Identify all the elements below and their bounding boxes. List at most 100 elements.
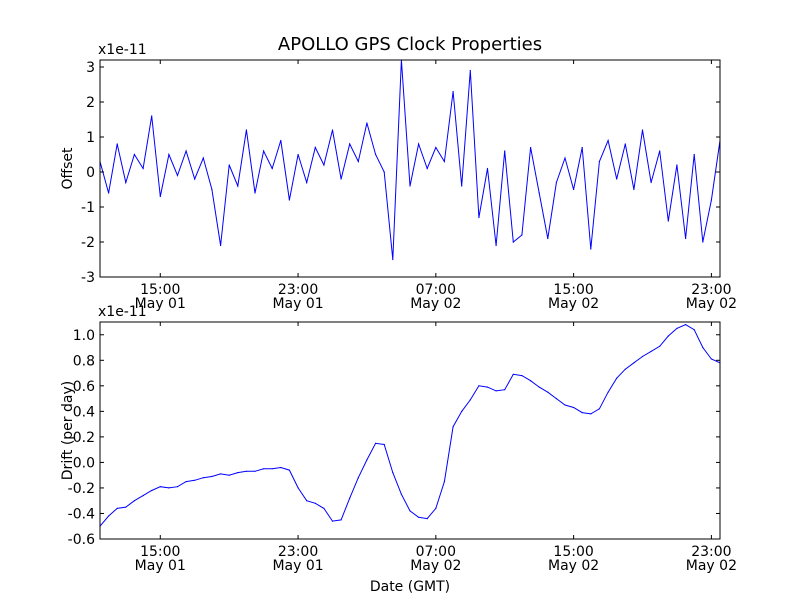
drift-data-point (461, 410, 463, 412)
offset-data-point (297, 153, 299, 156)
offset-xtick-label: 23:00 (691, 282, 731, 298)
drift-data-point (340, 519, 342, 521)
offset-data-point (607, 139, 609, 142)
drift-data-point (176, 486, 179, 488)
drift-xtick-label: 07:00 (416, 544, 456, 560)
drift-data-point (108, 515, 110, 517)
offset-data-point (331, 129, 334, 131)
drift-data-point (607, 391, 609, 393)
offset-data-point (555, 181, 558, 184)
drift-ylabel: Drift (per day) (60, 381, 76, 480)
drift-data-point (702, 346, 704, 349)
offset-data-point (340, 178, 342, 180)
offset-data-point (168, 153, 170, 156)
drift-data-point (538, 386, 540, 388)
drift-data-point (530, 380, 532, 382)
drift-data-point (590, 413, 592, 415)
offset-data-point (323, 164, 325, 166)
offset-data-point (263, 150, 265, 152)
offset-data-point (228, 164, 230, 166)
drift-data-point (280, 466, 282, 469)
drift-xtick-date-label: May 02 (548, 558, 599, 574)
offset-xtick-date-label: May 02 (410, 296, 461, 312)
drift-data-point (133, 500, 135, 502)
drift-xtick-date-label: May 01 (135, 558, 186, 574)
offset-data-point (521, 234, 523, 236)
offset-xtick-label: 07:00 (416, 282, 456, 298)
drift-data-point (426, 518, 428, 520)
offset-data-point (486, 167, 489, 170)
drift-data-point (349, 497, 351, 499)
drift-xtick-date-label: May 02 (686, 558, 737, 574)
drift-data-point (555, 398, 558, 400)
drift-data-point (357, 477, 359, 479)
drift-data-point (616, 377, 618, 379)
figure-title: APOLLO GPS Clock Properties (278, 34, 542, 55)
drift-data-point (237, 472, 239, 474)
offset-data-point (616, 178, 618, 180)
offset-data-point (194, 178, 196, 180)
drift-data-point (254, 470, 256, 472)
offset-data-point (151, 115, 153, 117)
offset-data-point (237, 185, 239, 187)
drift-ytick-label: 0.8 (73, 353, 95, 369)
offset-data-point (641, 129, 644, 131)
drift-ytick-label: 0.2 (73, 430, 95, 446)
drift-data-point (228, 474, 230, 476)
drift-data-point (504, 389, 506, 391)
offset-data-point (314, 146, 316, 149)
offset-data-point (538, 192, 540, 194)
drift-data-point (151, 489, 153, 492)
offset-data-point (418, 143, 420, 145)
drift-data-point (486, 386, 489, 388)
drift-data-point (452, 426, 454, 428)
drift-ytick-label: 1.0 (73, 328, 95, 344)
drift-data-point (641, 355, 644, 358)
offset-data-point (375, 153, 377, 156)
drift-data-point (676, 327, 678, 329)
offset-data-point (443, 160, 445, 163)
offset-data-point (650, 181, 652, 184)
drift-data-point (521, 375, 523, 377)
offset-data-point (116, 143, 118, 145)
offset-data-point (469, 69, 471, 72)
offset-data-point (478, 216, 480, 219)
drift-xtick-label: 15:00 (140, 544, 180, 560)
offset-data-point (108, 192, 110, 194)
offset-data-point (547, 237, 549, 240)
drift-data-point (297, 487, 299, 489)
offset-data-point (366, 122, 368, 124)
offset-data-point (142, 167, 144, 170)
offset-xtick-date-label: May 02 (548, 296, 599, 312)
drift-data-point (263, 468, 265, 470)
drift-data-point (667, 335, 669, 337)
drift-xtick-label: 15:00 (553, 544, 593, 560)
offset-data-point (564, 157, 566, 159)
drift-ytick-label: -0.6 (68, 532, 95, 548)
offset-data-point (710, 199, 713, 201)
drift-xtick-date-label: May 02 (410, 558, 461, 574)
drift-data-point (159, 486, 161, 488)
drift-data-point (659, 345, 661, 347)
drift-data-point (306, 500, 308, 502)
drift-data-point (185, 481, 187, 483)
offset-ytick-label: -3 (81, 270, 95, 286)
offset-ytick-label: 2 (86, 95, 95, 111)
offset-data-point (633, 188, 635, 191)
drift-xtick-date-label: May 01 (272, 558, 323, 574)
offset-data-point (220, 244, 222, 247)
drift-ytick-label: 0.4 (73, 404, 95, 420)
drift-xlabel: Date (GMT) (370, 579, 450, 595)
offset-data-point (176, 174, 179, 177)
drift-data-point (598, 408, 601, 410)
drift-data-point (375, 442, 377, 444)
offset-ytick-label: -1 (81, 200, 95, 216)
offset-data-point (426, 167, 428, 170)
drift-data-point (271, 468, 273, 470)
offset-data-point (659, 150, 661, 152)
offset-data-point (185, 150, 187, 152)
offset-data-point (581, 146, 583, 149)
